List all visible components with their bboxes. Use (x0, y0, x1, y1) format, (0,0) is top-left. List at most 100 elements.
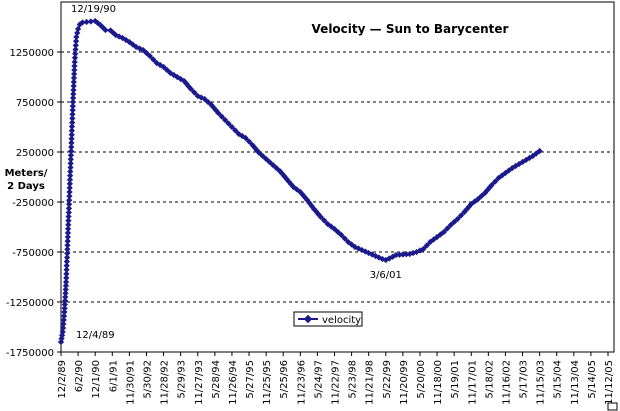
data-point (242, 134, 249, 142)
x-tick-label: 11/12/05 (604, 360, 615, 405)
data-point (143, 49, 150, 57)
data-point (66, 176, 74, 183)
data-point (63, 254, 71, 261)
x-tick-label: 5/29/93 (177, 360, 188, 399)
x-tick-label: 11/28/92 (160, 360, 171, 405)
x-tick-label: 11/22/97 (331, 360, 342, 405)
data-point (201, 95, 208, 103)
y-tick-label: -1250000 (6, 298, 54, 309)
data-point (68, 143, 75, 151)
data-point (65, 209, 72, 216)
data-point (68, 139, 75, 147)
data-point (63, 266, 70, 273)
annotation-label: 12/4/89 (76, 330, 115, 341)
data-point (74, 29, 81, 37)
y-tick-label: -750000 (12, 248, 54, 259)
data-point (63, 258, 70, 265)
x-tick-label: 5/28/94 (211, 360, 222, 399)
x-tick-label: 5/20/00 (416, 360, 427, 399)
data-point (62, 286, 69, 293)
x-tick-label: 11/30/91 (125, 360, 136, 405)
legend-marker (303, 314, 313, 324)
x-tick-label: 11/17/01 (467, 360, 478, 405)
data-point (403, 251, 410, 258)
y-axis: -1750000 -1250000 -750000 -250000 250000 7500… (6, 48, 61, 359)
data-point (71, 70, 78, 78)
data-point (72, 46, 79, 53)
y-tick-label: -1750000 (6, 348, 54, 359)
data-point (69, 107, 76, 114)
x-tick-label: 5/30/92 (142, 360, 153, 399)
x-tick-label: 11/23/96 (296, 360, 307, 405)
data-point (68, 135, 75, 142)
data-point (69, 119, 76, 126)
x-tick-label: 5/14/05 (587, 360, 598, 399)
x-tick-label: 11/20/99 (399, 360, 410, 405)
data-point (69, 111, 76, 118)
data-point (69, 115, 76, 122)
y-tick-label: 750000 (16, 98, 54, 109)
x-tick-label: 5/25/96 (279, 360, 290, 399)
data-point (83, 18, 90, 26)
data-point (70, 78, 77, 86)
x-tick-label: 11/25/95 (262, 360, 273, 405)
series-layer (57, 17, 543, 346)
data-point (68, 123, 76, 130)
data-point (60, 312, 68, 320)
legend: velocity (293, 311, 363, 327)
x-tick-label: 12/2/89 (57, 360, 68, 399)
x-tick-label: 5/23/98 (348, 360, 359, 399)
y-tick-label: -250000 (12, 198, 54, 209)
data-point (232, 127, 239, 134)
x-tick-label: 5/18/02 (484, 360, 495, 399)
y-tick-label: 1250000 (9, 48, 54, 59)
data-point (204, 98, 212, 106)
x-tick-label: 11/18/00 (433, 360, 444, 405)
data-point (70, 82, 77, 90)
x-tick-label: 5/17/03 (519, 360, 530, 399)
annotation-label: 12/19/90 (71, 4, 116, 15)
data-point (221, 116, 229, 124)
x-tick-label: 11/15/03 (536, 360, 547, 405)
data-point (69, 102, 76, 110)
data-point (70, 74, 78, 82)
data-point (71, 66, 78, 74)
x-tick-label: 11/13/04 (570, 360, 581, 405)
gridlines (61, 51, 614, 303)
data-point (191, 89, 198, 96)
data-point (73, 38, 80, 45)
x-tick-label: 5/19/01 (450, 360, 461, 399)
data-point (218, 113, 225, 120)
data-point (70, 86, 77, 94)
x-tick-label: 12/1/90 (91, 360, 102, 399)
x-tick-label: 5/24/97 (313, 360, 324, 399)
data-point (71, 58, 78, 66)
data-point (70, 90, 77, 98)
data-point (447, 221, 454, 229)
data-point (67, 172, 74, 179)
data-point (263, 155, 270, 163)
data-point (228, 123, 236, 131)
data-point (68, 127, 75, 134)
data-point (396, 251, 403, 258)
x-axis: 12/2/89 6/2/90 12/1/90 6/1/91 11/30/91 5/30/9… (57, 352, 615, 405)
x-tick-label: 11/16/02 (501, 360, 512, 405)
data-point (66, 184, 73, 192)
data-point (139, 46, 147, 54)
x-tick-label: 5/22/99 (382, 360, 393, 399)
y-tick-label: 250000 (16, 148, 54, 159)
data-point (187, 85, 195, 93)
data-point (67, 168, 74, 175)
data-point (64, 246, 71, 253)
annotations: 12/19/90 12/4/89 3/6/01 (71, 4, 402, 341)
data-point (72, 50, 79, 57)
legend-label: velocity (322, 315, 361, 326)
data-point (59, 328, 66, 336)
data-point (70, 94, 77, 102)
data-point (65, 213, 72, 220)
corner-resize-handle[interactable] (607, 402, 618, 411)
data-point (61, 301, 68, 308)
x-tick-label: 11/27/93 (194, 360, 205, 405)
data-point (65, 205, 73, 212)
